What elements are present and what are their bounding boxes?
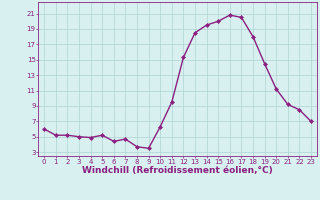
X-axis label: Windchill (Refroidissement éolien,°C): Windchill (Refroidissement éolien,°C) <box>82 166 273 175</box>
